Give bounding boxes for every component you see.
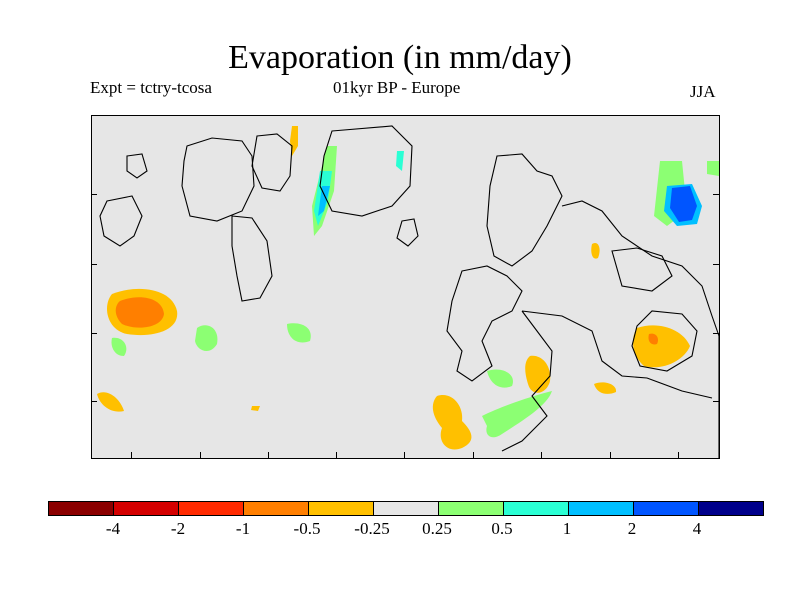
positive-anomaly-patch xyxy=(318,186,330,216)
negative-anomaly-patch xyxy=(97,392,124,412)
colorbar-label: -2 xyxy=(170,519,186,538)
colorbar-swatch xyxy=(309,502,374,515)
strong-positive-anomaly-patch xyxy=(670,186,697,222)
positive-anomaly-patch xyxy=(111,337,127,356)
axis-tick xyxy=(713,333,719,334)
axis-tick xyxy=(131,452,132,458)
colorbar-labels: -4 -2 -1 -0.5 -0.25 0.25 0.5 1 2 4 xyxy=(0,519,800,541)
colorbar-label: -0.5 xyxy=(293,519,321,538)
colorbar xyxy=(48,501,764,516)
axis-tick xyxy=(91,264,97,265)
axis-tick xyxy=(336,452,337,458)
colorbar-swatch xyxy=(634,502,699,515)
colorbar-swatch xyxy=(699,502,763,515)
coastlines xyxy=(99,125,719,458)
negative-anomaly-patch xyxy=(525,355,551,393)
negative-anomaly-patch xyxy=(594,382,617,394)
negative-anomaly-patch xyxy=(591,242,600,259)
colorbar-swatch xyxy=(244,502,309,515)
colorbar-label: -1 xyxy=(235,519,251,538)
colorbar-swatch xyxy=(374,502,439,515)
positive-anomaly-patch xyxy=(487,369,513,388)
positive-anomaly-patch xyxy=(195,325,218,352)
axis-tick xyxy=(268,452,269,458)
colorbar-label: -4 xyxy=(105,519,121,538)
axis-tick xyxy=(713,194,719,195)
positive-anomaly-patch xyxy=(396,151,404,171)
colorbar-label: -0.25 xyxy=(354,519,390,538)
map-panel xyxy=(91,115,720,459)
evaporation-map xyxy=(97,125,719,458)
axis-tick xyxy=(91,194,97,195)
axis-tick xyxy=(200,452,201,458)
positive-anomaly-patch xyxy=(707,161,719,176)
season-label: JJA xyxy=(690,82,716,101)
colorbar-label: 4 xyxy=(692,519,702,538)
negative-anomaly-patch xyxy=(251,406,260,411)
axis-tick xyxy=(713,401,719,402)
colorbar-label: 0.5 xyxy=(491,519,513,538)
colorbar-swatch xyxy=(49,502,114,515)
negative-anomaly-patch xyxy=(432,395,472,450)
anomaly-patches xyxy=(97,126,719,450)
colorbar-swatch xyxy=(439,502,504,515)
axis-tick xyxy=(91,401,97,402)
colorbar-swatch xyxy=(504,502,569,515)
axis-tick xyxy=(91,333,97,334)
negative-anomaly-core xyxy=(115,297,164,328)
axis-tick xyxy=(610,452,611,458)
colorbar-label: 1 xyxy=(562,519,572,538)
negative-anomaly-patch xyxy=(632,325,690,368)
colorbar-label: 0.25 xyxy=(422,519,452,538)
axis-tick xyxy=(678,452,679,458)
axis-tick xyxy=(541,452,542,458)
period-region-label: 01kyr BP - Europe xyxy=(333,78,461,97)
colorbar-swatch xyxy=(114,502,179,515)
axis-tick xyxy=(404,452,405,458)
axis-tick xyxy=(473,452,474,458)
axis-tick xyxy=(713,264,719,265)
positive-anomaly-patch xyxy=(482,391,552,438)
colorbar-swatch xyxy=(569,502,634,515)
map-title: Evaporation (in mm/day) xyxy=(228,39,572,76)
positive-anomaly-patch xyxy=(287,323,311,343)
negative-anomaly-core xyxy=(648,333,659,345)
colorbar-label: 2 xyxy=(627,519,637,538)
experiment-label: Expt = tctry-tcosa xyxy=(90,78,212,97)
colorbar-swatch xyxy=(179,502,244,515)
